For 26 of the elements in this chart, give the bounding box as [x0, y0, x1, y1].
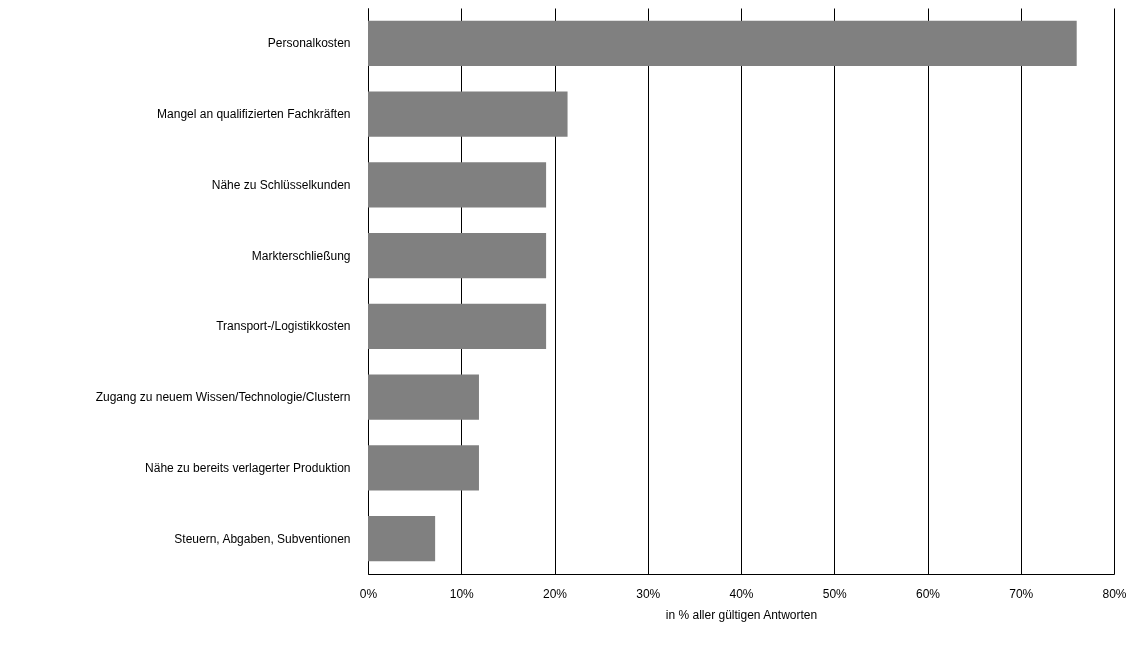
- y-tick-label: Zugang zu neuem Wissen/Technologie/Clustern: [95, 390, 351, 405]
- x-tick-label: 10%: [449, 586, 475, 601]
- bar: [368, 232, 547, 279]
- y-tick-label: Transport-/Logistikkosten: [216, 319, 351, 334]
- x-tick-label: 20%: [542, 586, 568, 601]
- bar: [368, 374, 479, 420]
- bar: [368, 515, 436, 562]
- bar: [368, 91, 568, 137]
- y-tick-label: Markterschließung: [251, 248, 351, 263]
- x-tick-label: 50%: [822, 586, 848, 601]
- x-tick-label: 40%: [729, 586, 754, 601]
- y-tick-label: Mangel an qualifizierten Fachkräften: [157, 107, 351, 122]
- x-tick-label: 60%: [915, 586, 941, 601]
- x-tick-label: 0%: [359, 586, 378, 601]
- y-tick-label: Personalkosten: [267, 36, 351, 51]
- x-axis-title: in % aller gültigen Antworten: [665, 607, 818, 622]
- bar: [368, 162, 547, 208]
- bar: [368, 303, 547, 350]
- y-tick-label: Steuern, Abgaben, Subventionen: [174, 531, 351, 546]
- y-tick-label: Nähe zu Schlüsselkunden: [211, 177, 351, 192]
- x-tick-label: 70%: [1009, 586, 1034, 601]
- x-tick-label: 30%: [636, 586, 661, 601]
- bar: [368, 445, 479, 491]
- x-tick-label: 80%: [1102, 586, 1127, 601]
- y-tick-label: Nähe zu bereits verlagerter Produktion: [145, 460, 351, 475]
- bar: [368, 20, 1077, 67]
